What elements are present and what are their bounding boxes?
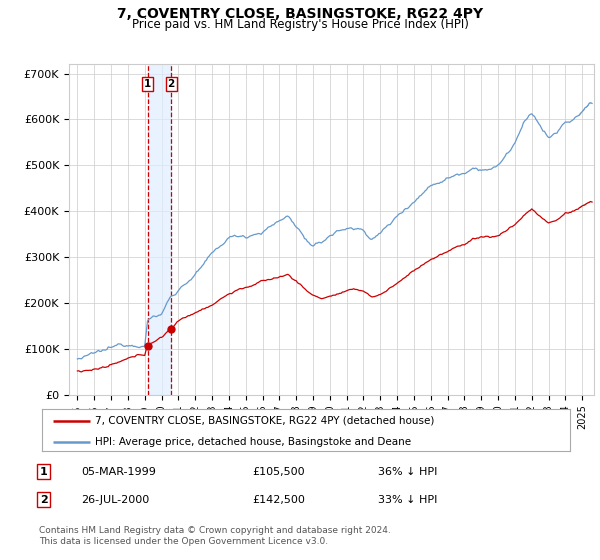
Text: 2: 2 [167, 80, 175, 89]
Text: 26-JUL-2000: 26-JUL-2000 [81, 494, 149, 505]
Bar [148, 64, 171, 395]
Text: 33% ↓ HPI: 33% ↓ HPI [378, 494, 437, 505]
Text: 2: 2 [40, 494, 47, 505]
Text: £105,500: £105,500 [252, 466, 305, 477]
Text: Contains HM Land Registry data © Crown copyright and database right 2024.
This d: Contains HM Land Registry data © Crown c… [39, 526, 391, 546]
Text: 05-MAR-1999: 05-MAR-1999 [81, 466, 156, 477]
Text: 1: 1 [40, 466, 47, 477]
Text: 7, COVENTRY CLOSE, BASINGSTOKE, RG22 4PY: 7, COVENTRY CLOSE, BASINGSTOKE, RG22 4PY [117, 7, 483, 21]
Text: 36% ↓ HPI: 36% ↓ HPI [378, 466, 437, 477]
Text: HPI: Average price, detached house, Basingstoke and Deane: HPI: Average price, detached house, Basi… [95, 437, 411, 446]
Text: £142,500: £142,500 [252, 494, 305, 505]
Text: Price paid vs. HM Land Registry's House Price Index (HPI): Price paid vs. HM Land Registry's House … [131, 18, 469, 31]
Text: 1: 1 [144, 80, 151, 89]
Text: 7, COVENTRY CLOSE, BASINGSTOKE, RG22 4PY (detached house): 7, COVENTRY CLOSE, BASINGSTOKE, RG22 4PY… [95, 416, 434, 426]
